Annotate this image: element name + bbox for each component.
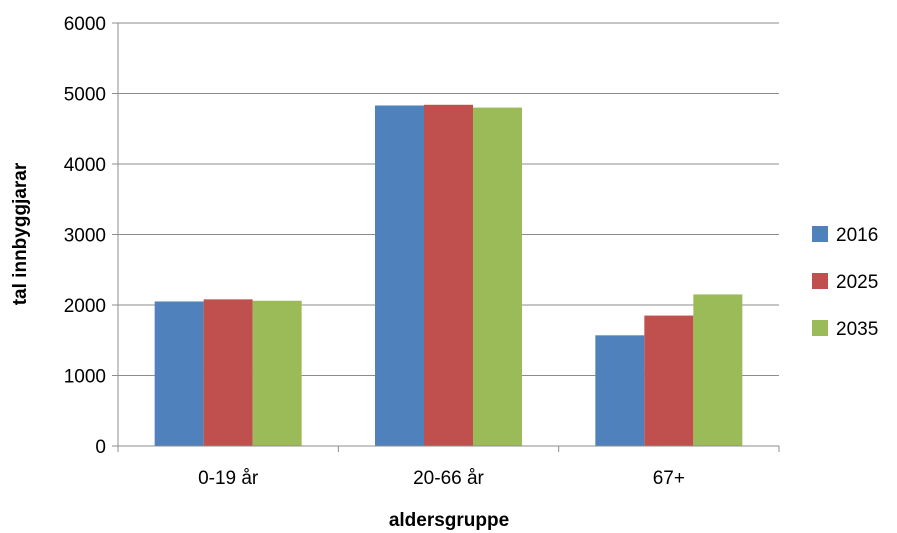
legend-swatch-2016 bbox=[812, 226, 828, 242]
bar-2016-3 bbox=[595, 335, 645, 446]
y-tick-label: 4000 bbox=[64, 155, 106, 176]
y-tick-label: 1000 bbox=[64, 367, 106, 388]
x-tick-label: 67+ bbox=[653, 468, 685, 489]
bar-2016-2 bbox=[375, 105, 424, 447]
bar-2035-2 bbox=[473, 107, 522, 446]
x-tick-label: 20-66 år bbox=[413, 468, 484, 489]
x-tick-labels: 0-19 år 20-66 år 67+ bbox=[198, 468, 685, 489]
y-axis-title: tal innbyggjarar bbox=[10, 162, 31, 305]
y-tick-label: 5000 bbox=[64, 85, 106, 106]
legend-label: 2016 bbox=[836, 225, 878, 246]
bar-2025-2 bbox=[424, 104, 473, 446]
bars bbox=[154, 104, 743, 447]
y-tick-labels: 0 1000 2000 3000 4000 5000 6000 bbox=[64, 14, 106, 458]
legend-label: 2035 bbox=[836, 319, 878, 340]
x-axis-title: aldersgruppe bbox=[389, 510, 509, 531]
axes bbox=[117, 23, 780, 452]
bar-2016-1 bbox=[154, 301, 204, 446]
legend-label: 2025 bbox=[836, 272, 878, 293]
legend-swatch-2035 bbox=[812, 320, 828, 336]
bar-2025-1 bbox=[203, 299, 253, 446]
bar-2035-3 bbox=[693, 294, 743, 446]
bar-2035-1 bbox=[252, 300, 302, 446]
y-tick-label: 3000 bbox=[64, 226, 106, 247]
y-tick-label: 2000 bbox=[64, 296, 106, 317]
y-tick-label: 6000 bbox=[64, 14, 106, 35]
x-tick-label: 0-19 år bbox=[198, 468, 259, 489]
bar-2025-3 bbox=[644, 315, 694, 446]
legend: 2016 2025 2035 bbox=[812, 225, 878, 340]
y-tick-label: 0 bbox=[95, 437, 106, 458]
legend-swatch-2025 bbox=[812, 273, 828, 289]
